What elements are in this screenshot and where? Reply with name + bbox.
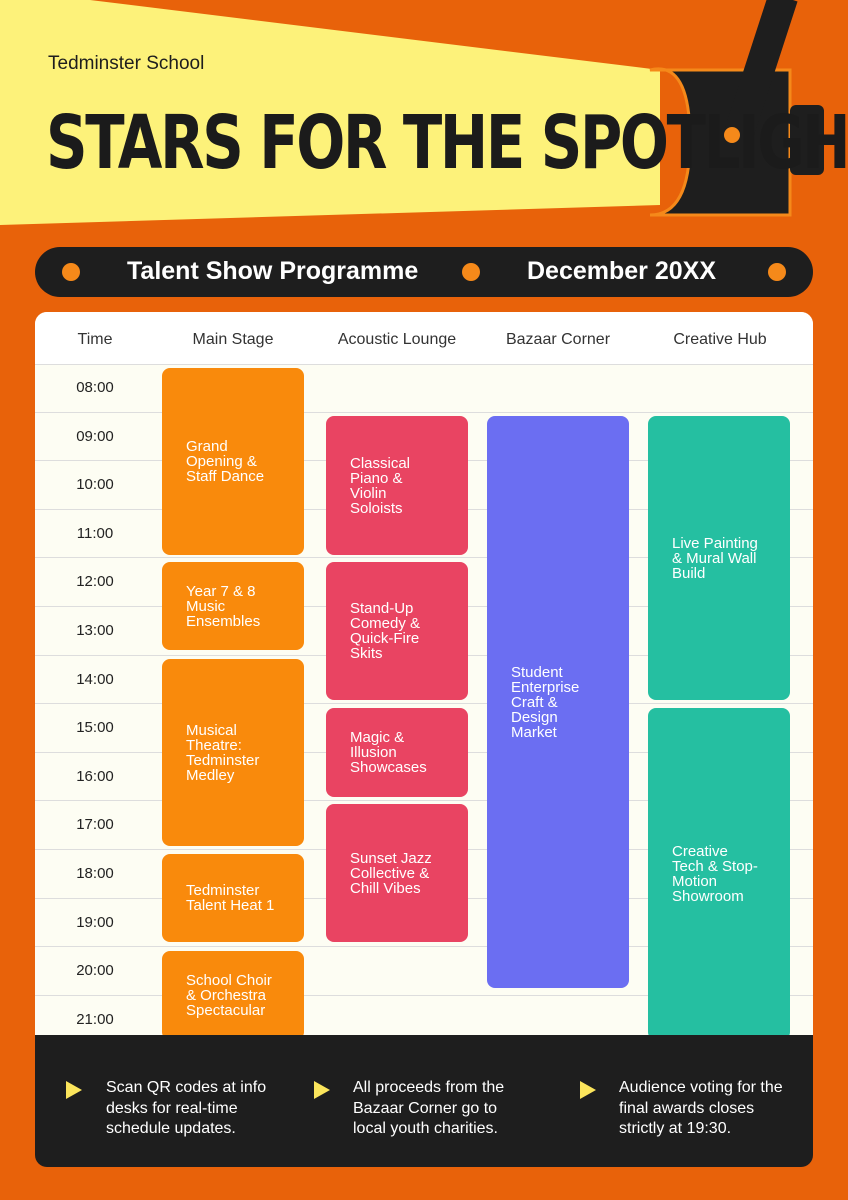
event-label: Stand-Up Comedy & Quick-Fire Skits xyxy=(350,600,421,662)
event-label: Live Painting & Mural Wall Build xyxy=(672,534,758,582)
time-label: 11:00 xyxy=(76,524,114,542)
column-header: Bazaar Corner xyxy=(505,331,611,348)
time-label: 17:00 xyxy=(76,816,114,834)
column-header: Creative Hub xyxy=(673,331,767,348)
event-label: Grand Opening & Staff Dance xyxy=(186,438,265,485)
time-label: 15:00 xyxy=(76,719,114,737)
time-row: 11:00 xyxy=(35,510,813,559)
column-header: Time xyxy=(77,331,113,348)
dot xyxy=(768,263,786,281)
event: Tedminster Talent Heat 1 xyxy=(162,854,304,942)
programme: Talent Show Programme xyxy=(127,257,419,285)
event-label: Creative Tech & Stop-Motion Showroom xyxy=(672,843,758,905)
event: Stand-Up Comedy & Quick-Fire Skits xyxy=(326,562,468,700)
time-label: 13:00 xyxy=(76,622,114,639)
event-label: Student Enterprise Craft & Design Market xyxy=(511,663,580,741)
header-row: Time Main Stage Acoustic Lounge Bazaar C… xyxy=(35,312,813,365)
time-label: 14:00 xyxy=(76,670,114,688)
banner: Talent Show Programme December 20XX xyxy=(35,247,813,297)
bullet xyxy=(314,1081,330,1099)
time-label: 19:00 xyxy=(76,913,114,931)
event-label: Sunset Jazz Collective & Chill Vibes xyxy=(350,849,432,897)
event: Creative Tech & Stop-Motion Showroom xyxy=(648,708,790,1040)
event: Live Painting & Mural Wall Build xyxy=(648,416,790,700)
time-row: 14:00 xyxy=(35,656,813,705)
event: Classical Piano & Violin Soloists xyxy=(326,416,468,555)
school-name: Tedminster School xyxy=(48,53,205,74)
dot xyxy=(462,263,480,281)
time-label: 10:00 xyxy=(76,476,114,494)
note: Scan QR codes at info desks for real-tim… xyxy=(106,1079,267,1137)
time-row: 19:00 xyxy=(35,899,813,948)
spotlight xyxy=(0,0,824,225)
event: Grand Opening & Staff Dance xyxy=(162,368,304,555)
dot xyxy=(62,263,80,281)
time-row: 20:00 xyxy=(35,947,813,996)
date: December 20XX xyxy=(527,257,717,285)
bullet xyxy=(580,1081,596,1099)
time-label: 21:00 xyxy=(76,1010,114,1028)
time-label: 08:00 xyxy=(76,379,114,396)
time-row: 08:00 xyxy=(35,364,813,413)
time-row: 16:00 xyxy=(35,753,813,802)
time-label: 20:00 xyxy=(76,962,114,980)
time-label: 09:00 xyxy=(76,427,114,445)
title: STARS FOR THE SPOTLIGHT xyxy=(46,100,848,186)
event: Sunset Jazz Collective & Chill Vibes xyxy=(326,804,468,942)
event: Musical Theatre: Tedminster Medley xyxy=(162,659,304,846)
event-label: Tedminster Talent Heat 1 xyxy=(186,882,275,914)
column-header: Acoustic Lounge xyxy=(337,331,457,348)
time-label: 12:00 xyxy=(76,573,114,591)
note: Audience voting for the final awards clo… xyxy=(619,1079,783,1137)
time-label: 16:00 xyxy=(76,767,114,785)
event-label: Classical Piano & Violin Soloists xyxy=(350,454,411,517)
event-label: Musical Theatre: Tedminster Medley xyxy=(186,721,260,784)
time-label: 18:00 xyxy=(76,865,114,882)
footer: Scan QR codes at info desks for real-tim… xyxy=(35,1035,813,1167)
event: Year 7 & 8 Music Ensembles xyxy=(162,562,304,650)
column-header: Main Stage xyxy=(192,331,274,348)
event: School Choir & Orchestra Spectacular xyxy=(162,951,304,1040)
event-label: Magic & Illusion Showcases xyxy=(350,729,427,776)
note: All proceeds from the Bazaar Corner go t… xyxy=(353,1079,505,1137)
event: Magic & Illusion Showcases xyxy=(326,708,468,797)
event-label: School Choir & Orchestra Spectacular xyxy=(186,972,272,1019)
bullet xyxy=(66,1081,82,1099)
event-label: Year 7 & 8 Music Ensembles xyxy=(186,582,261,630)
event: Student Enterprise Craft & Design Market xyxy=(487,416,629,988)
schedule-table: Time Main Stage Acoustic Lounge Bazaar C… xyxy=(35,312,813,1050)
